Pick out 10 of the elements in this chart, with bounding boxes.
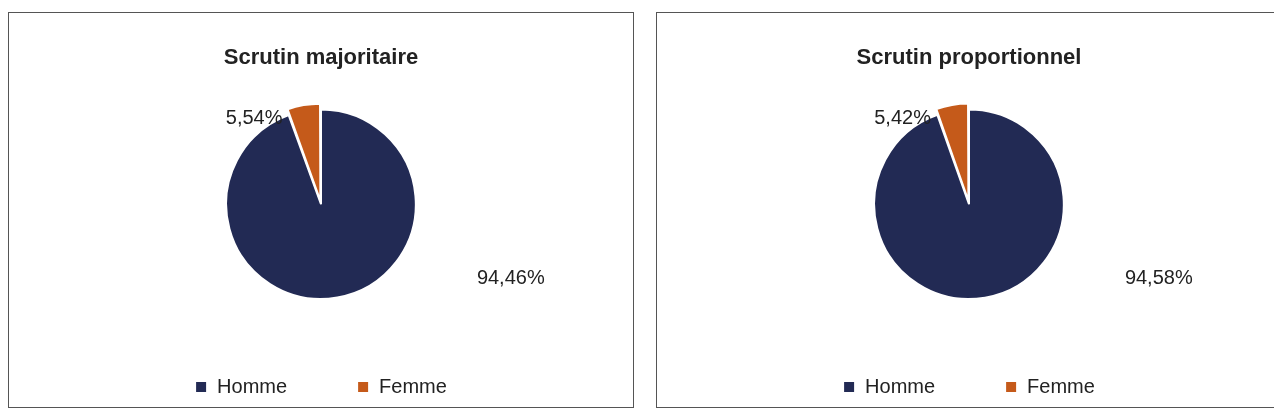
- data-label: 5,54%: [225, 105, 283, 128]
- legend-label: Femme: [1027, 374, 1095, 397]
- legend-label: Homme: [217, 374, 288, 397]
- chart-title: Scrutin majoritaire: [223, 44, 419, 70]
- data-label: 5,42%: [874, 105, 932, 128]
- data-label: 94,46%: [476, 266, 545, 289]
- chart-title: Scrutin proportionnel: [856, 44, 1082, 70]
- legend-label: Homme: [865, 374, 936, 397]
- data-label: 94,58%: [1124, 266, 1193, 289]
- legend-label: Femme: [379, 374, 447, 397]
